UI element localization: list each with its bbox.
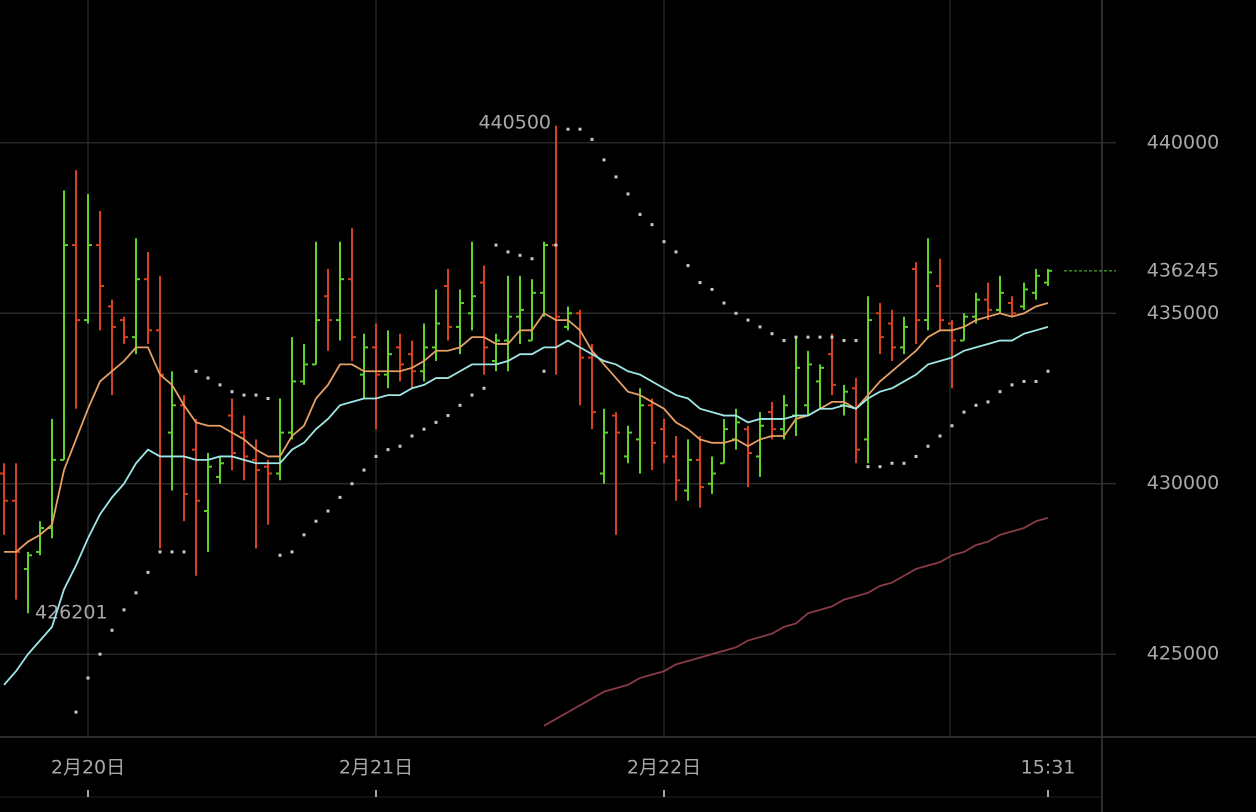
y-tick-label: 435000 xyxy=(1147,302,1220,324)
sar-dot xyxy=(566,127,570,131)
y-tick-label: 425000 xyxy=(1147,643,1220,665)
sar-dot xyxy=(722,301,726,305)
sar-dot xyxy=(506,250,510,254)
moving-average-line xyxy=(4,302,1049,553)
sar-dot xyxy=(578,127,582,131)
sar-dot xyxy=(866,465,870,469)
x-tick-label: 2月22日 xyxy=(627,757,701,779)
sar-dot xyxy=(710,287,714,291)
last-price-label: 436245 xyxy=(1147,259,1220,281)
sar-dot xyxy=(470,393,474,397)
sar-dot xyxy=(410,434,414,438)
sar-dot xyxy=(974,403,978,407)
sar-dot xyxy=(182,550,186,554)
sar-dot xyxy=(1046,369,1050,373)
sar-dot xyxy=(902,461,906,465)
sar-dot xyxy=(830,335,834,339)
sar-dot xyxy=(398,444,402,448)
sar-dot xyxy=(98,652,102,656)
sar-dot xyxy=(950,424,954,428)
sar-dot xyxy=(494,243,498,247)
sar-dot xyxy=(146,570,150,574)
sar-dot xyxy=(338,495,342,499)
sar-dot xyxy=(650,223,654,227)
sar-dot xyxy=(890,461,894,465)
sar-dot xyxy=(1034,379,1038,383)
sar-dot xyxy=(1010,383,1014,387)
sar-dot xyxy=(938,434,942,438)
sar-dot xyxy=(554,243,558,247)
moving-average-line xyxy=(543,516,1049,727)
sar-dot xyxy=(590,137,594,141)
sar-dot xyxy=(878,465,882,469)
sar-dot xyxy=(782,339,786,343)
moving-average-line xyxy=(3,326,1049,686)
sar-dot xyxy=(326,509,330,513)
sar-dot xyxy=(134,591,138,595)
sar-dot xyxy=(626,192,630,196)
sar-dot xyxy=(758,325,762,329)
sar-dot xyxy=(122,608,126,612)
sar-dot xyxy=(242,393,246,397)
low-label: 426201 xyxy=(35,602,108,624)
sar-dot xyxy=(386,448,390,452)
sar-dot xyxy=(482,386,486,390)
sar-dot xyxy=(998,390,1002,394)
y-tick-label: 440000 xyxy=(1147,131,1220,153)
sar-dot xyxy=(602,158,606,162)
sar-dot xyxy=(86,676,90,680)
high-label: 440500 xyxy=(478,111,551,133)
x-tick-label: 2月20日 xyxy=(51,757,125,779)
sar-dot xyxy=(1022,379,1026,383)
sar-dot xyxy=(986,400,990,404)
sar-dot xyxy=(674,250,678,254)
sar-dot xyxy=(638,212,642,216)
sar-dot xyxy=(434,420,438,424)
sar-dot xyxy=(926,444,930,448)
sar-dot xyxy=(686,264,690,268)
sar-dot xyxy=(110,628,114,632)
sar-dot xyxy=(518,253,522,257)
sar-dot xyxy=(446,414,450,418)
sar-dot xyxy=(818,335,822,339)
sar-dot xyxy=(746,318,750,322)
sar-dot xyxy=(362,468,366,472)
sar-dot xyxy=(770,332,774,336)
sar-dot xyxy=(854,339,858,343)
sar-dot xyxy=(422,427,426,431)
sar-dot xyxy=(170,550,174,554)
sar-dot xyxy=(314,519,318,523)
sar-dot xyxy=(218,383,222,387)
sar-dot xyxy=(290,550,294,554)
x-tick-label: 2月21日 xyxy=(339,757,413,779)
sar-dot xyxy=(842,339,846,343)
sar-dot xyxy=(542,369,546,373)
y-tick-label: 430000 xyxy=(1147,472,1220,494)
x-tick-label: 15:31 xyxy=(1021,757,1076,779)
sar-dot xyxy=(806,335,810,339)
sar-dot xyxy=(230,390,234,394)
sar-dot xyxy=(962,410,966,414)
sar-dot xyxy=(374,454,378,458)
sar-dot xyxy=(614,175,618,179)
sar-dot xyxy=(302,533,306,537)
sar-dot xyxy=(74,710,78,714)
sar-dot xyxy=(254,393,258,397)
sar-dot xyxy=(206,376,210,380)
sar-dot xyxy=(266,396,270,400)
sar-dot xyxy=(794,335,798,339)
sar-dot xyxy=(914,454,918,458)
sar-dot xyxy=(278,553,282,557)
sar-dot xyxy=(734,311,738,315)
sar-dot xyxy=(458,403,462,407)
sar-dot xyxy=(158,550,162,554)
sar-dot xyxy=(350,482,354,486)
sar-dot xyxy=(530,257,534,261)
sar-dot xyxy=(194,369,198,373)
sar-dot xyxy=(698,281,702,285)
sar-dot xyxy=(662,240,666,244)
